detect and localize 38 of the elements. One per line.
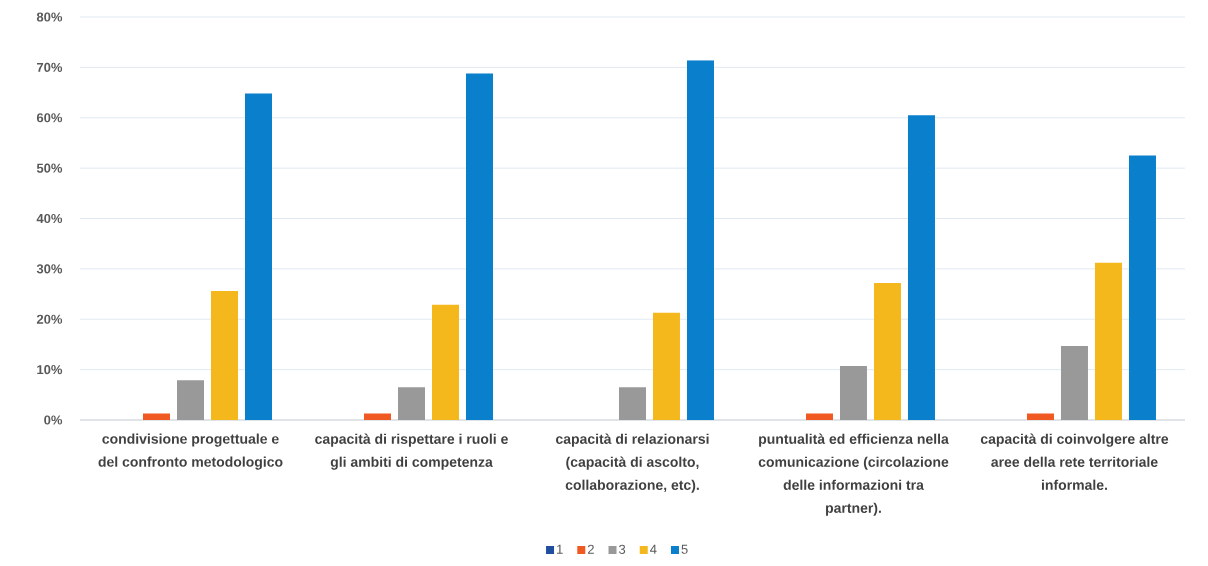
bar (211, 291, 238, 420)
bar (873, 282, 901, 420)
y-tick-label: 80% (36, 12, 63, 22)
legend-label: 2 (587, 544, 594, 554)
y-tick-label: 0% (44, 415, 63, 425)
bar (652, 312, 680, 420)
bar (177, 380, 204, 420)
legend-label: 4 (650, 544, 657, 554)
legend-label: 3 (619, 544, 626, 554)
y-tick-label: 60% (36, 113, 63, 123)
y-tick-label: 10% (37, 365, 63, 375)
bar (618, 387, 646, 420)
bar (686, 60, 714, 420)
x-tick-label: capacità di rispettare i ruoli e gli ambiti di competenza (315, 433, 508, 470)
y-tick-label: 20% (36, 314, 63, 324)
bar (907, 115, 935, 420)
legend-label: 1 (557, 544, 563, 554)
bar (805, 413, 833, 420)
x-tick-label: capacità di relazionarsi (capacità di ascolto, collaborazione, etc). (556, 433, 709, 493)
bar (245, 93, 272, 420)
bar (432, 304, 459, 420)
y-tick-label: 40% (36, 213, 63, 224)
bar (465, 73, 493, 420)
bar (1060, 345, 1088, 420)
bar (1128, 155, 1156, 420)
bar (1026, 413, 1054, 420)
bar (839, 366, 867, 420)
x-tick-label: puntualità ed efficienza nella comunicazione (circolazione delle informazioni tra partner). (758, 433, 949, 516)
x-tick-label: condivisione progettuale e del confronto metodologico (98, 433, 283, 470)
y-tick-label: 50% (36, 163, 63, 173)
bar (143, 413, 170, 420)
bar (397, 387, 425, 420)
x-tick-label: capacità di coinvolgere altre aree della rete territoriale informale. (980, 433, 1169, 490)
legend-label: 5 (681, 544, 688, 554)
bar (363, 413, 391, 420)
y-tick-label: 30% (36, 264, 63, 274)
y-tick-label: 70% (37, 62, 63, 72)
bar (1094, 262, 1122, 420)
